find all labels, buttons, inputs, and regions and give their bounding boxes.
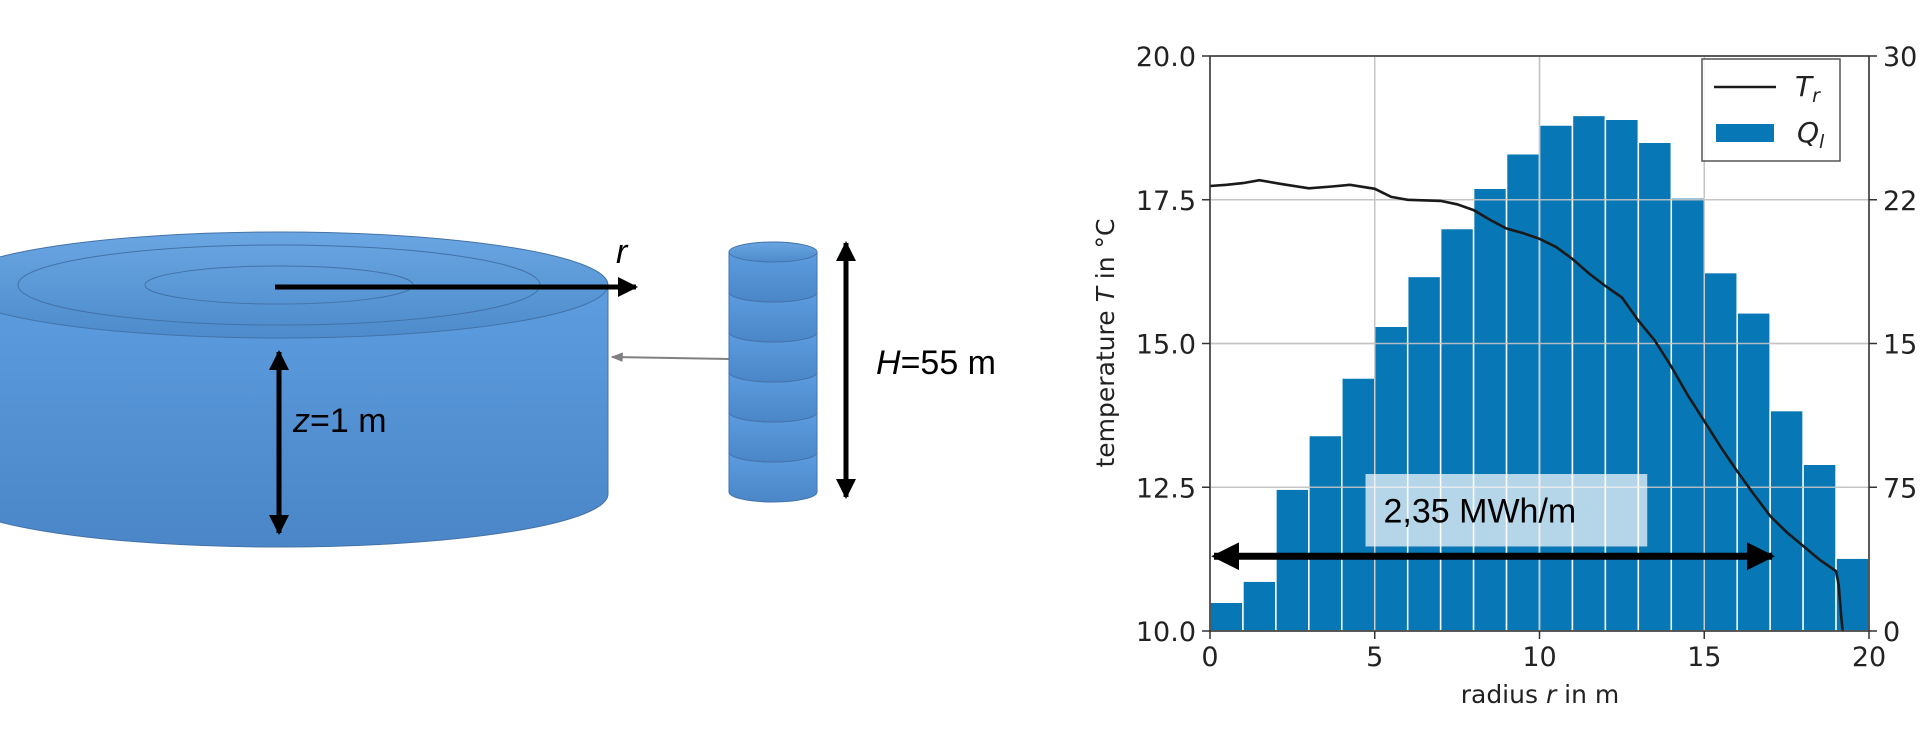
bar bbox=[1802, 463, 1837, 631]
bar bbox=[1406, 275, 1442, 631]
bar bbox=[1736, 312, 1771, 631]
axis-ticks: 0 5 10 15 20 10.0 12.5 15.0 17.5 20.0 0 75 15 22 30 bbox=[1136, 42, 1917, 673]
y2-tick-label: 30 bbox=[1883, 42, 1917, 73]
annotation-box bbox=[1365, 474, 1648, 547]
bar bbox=[1308, 434, 1343, 631]
y-tick-label: 10.0 bbox=[1136, 617, 1196, 648]
x-tick-label: 10 bbox=[1522, 642, 1556, 673]
annotation-text: 2,35 MWh/m bbox=[1384, 492, 1577, 530]
layer-height-label: z=1 m bbox=[292, 402, 387, 440]
temperature-line bbox=[1210, 178, 1844, 631]
x-tick-label: 20 bbox=[1852, 642, 1886, 673]
x-axis-label: radius r in m bbox=[1461, 680, 1620, 709]
radius-label: r bbox=[616, 233, 629, 271]
y2-tick-label: 0 bbox=[1883, 617, 1900, 648]
connector-arrow bbox=[610, 352, 731, 362]
layer-stack bbox=[728, 241, 818, 503]
x-tick-label: 5 bbox=[1366, 642, 1383, 673]
y2-tick-label: 75 bbox=[1883, 473, 1917, 504]
x-tick-label: 0 bbox=[1201, 642, 1218, 673]
bar bbox=[1242, 580, 1277, 631]
y-tick-label: 15.0 bbox=[1136, 330, 1196, 361]
stack-layer bbox=[728, 241, 818, 303]
y-axis-label: temperature T in °C bbox=[1091, 218, 1120, 467]
y-tick-label: 20.0 bbox=[1136, 42, 1196, 73]
legend-label-heat: Ql bbox=[1797, 116, 1825, 153]
y-tick-label: 17.5 bbox=[1136, 186, 1196, 217]
bar bbox=[1210, 601, 1244, 631]
bar bbox=[1275, 488, 1310, 631]
y2-tick-label: 22 bbox=[1883, 186, 1917, 217]
bar bbox=[1703, 271, 1738, 631]
legend-label-temperature: Tr bbox=[1795, 70, 1821, 107]
y-tick-label: 12.5 bbox=[1136, 473, 1196, 504]
legend: Tr Ql bbox=[1701, 58, 1841, 162]
total-height-label: H=55 m bbox=[876, 344, 996, 382]
bar bbox=[1472, 187, 1508, 631]
big-cylinder bbox=[0, 231, 609, 548]
legend-bar-swatch bbox=[1716, 124, 1774, 142]
y2-tick-label: 15 bbox=[1883, 330, 1917, 361]
bar bbox=[1439, 227, 1475, 631]
x-tick-label: 15 bbox=[1687, 642, 1721, 673]
